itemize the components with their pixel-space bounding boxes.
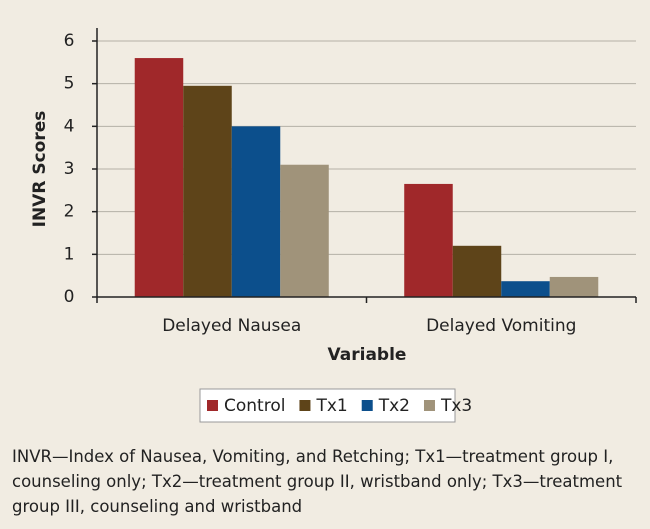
legend-swatch xyxy=(207,400,218,411)
chart: INVR Scores Variable 0 1 2 3 4 5 6 Delayed Naus… xyxy=(30,28,637,423)
y-axis-label: INVR Scores xyxy=(30,111,50,228)
legend-box xyxy=(199,388,456,423)
bar xyxy=(280,164,329,297)
bar xyxy=(231,126,281,297)
y-tick-label: 6 xyxy=(64,31,75,51)
legend-label: Tx1 xyxy=(315,396,347,416)
y-tick-label: 4 xyxy=(64,116,75,136)
footnote: INVR—Index of Nausea, Vomiting, and Retc… xyxy=(12,447,623,516)
legend-label: Tx2 xyxy=(378,396,410,416)
y-tick-label: 0 xyxy=(64,287,75,307)
y-tick-label: 3 xyxy=(64,159,75,179)
legend-swatch xyxy=(299,400,311,411)
x-axis-label: Variable xyxy=(328,345,407,365)
bar xyxy=(134,58,184,297)
x-tick-label: Delayed Vomiting xyxy=(426,316,576,336)
x-tick-label: Delayed Nausea xyxy=(162,316,301,336)
bar xyxy=(183,85,232,297)
legend-swatch xyxy=(423,400,435,411)
legend-label: Tx3 xyxy=(440,396,472,416)
bar xyxy=(549,276,599,297)
y-tick-label: 5 xyxy=(64,74,75,94)
bar xyxy=(404,183,453,297)
legend-swatch xyxy=(361,400,373,411)
y-tick-label: 2 xyxy=(64,202,75,222)
legend-label: Control xyxy=(224,396,285,416)
bar xyxy=(452,245,502,297)
bar xyxy=(501,281,550,297)
y-tick-label: 1 xyxy=(64,244,75,264)
